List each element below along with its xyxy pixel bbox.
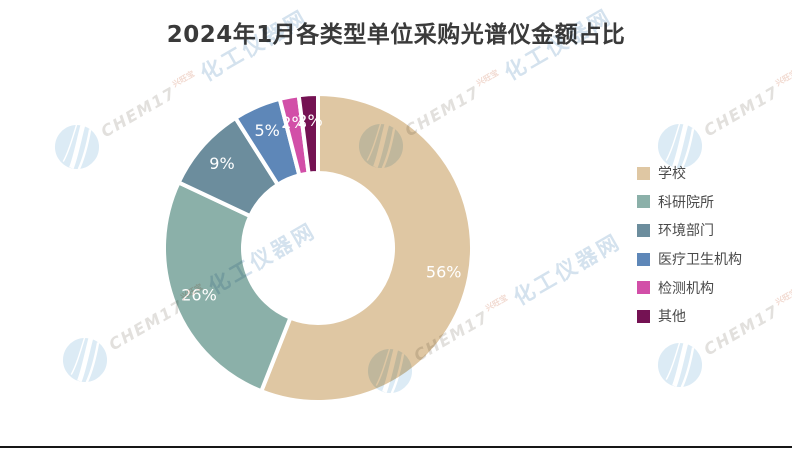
legend-label: 环境部门 xyxy=(658,223,714,240)
legend-swatch-icon xyxy=(637,166,650,180)
pie-label-other: 2% xyxy=(297,111,322,130)
pie-label-research-institute: 26% xyxy=(181,286,217,305)
legend: 学校科研院所环境部门医疗卫生机构 检测机构其他 xyxy=(637,159,742,331)
pie-label-testing-agency: 2% xyxy=(281,113,306,132)
legend-label: 其他 xyxy=(658,309,686,326)
legend-label: 学校 xyxy=(658,166,686,183)
legend-label: 医疗卫生机构 xyxy=(658,252,742,269)
legend-item-other[interactable]: 其他 xyxy=(637,302,742,331)
legend-item-medical-health[interactable]: 医疗卫生机构 xyxy=(637,245,742,274)
pie-label-environment-dept: 9% xyxy=(209,154,234,173)
legend-label: 检测机构 xyxy=(658,280,714,297)
legend-label: 科研院所 xyxy=(658,194,714,211)
bottom-divider xyxy=(0,446,792,448)
legend-swatch-icon xyxy=(637,223,650,237)
legend-swatch-icon xyxy=(637,252,650,266)
pie-segment-research-institute[interactable] xyxy=(162,180,293,394)
pie-segment-other[interactable] xyxy=(296,91,320,176)
pie-label-medical-health: 5% xyxy=(255,121,280,140)
pie-segment-school[interactable] xyxy=(259,92,474,404)
legend-swatch-icon xyxy=(637,309,650,323)
legend-swatch-icon xyxy=(637,195,650,209)
legend-item-testing-agency[interactable]: 检测机构 xyxy=(637,273,742,302)
legend-swatch-icon xyxy=(637,281,650,295)
legend-item-school[interactable]: 学校 xyxy=(637,159,742,188)
chart-title: 2024年1月各类型单位采购光谱仪金额占比 xyxy=(166,22,626,48)
pie-label-school: 56% xyxy=(426,263,462,282)
legend-item-research-institute[interactable]: 科研院所 xyxy=(637,188,742,217)
legend-item-environment-dept[interactable]: 环境部门 xyxy=(637,216,742,245)
